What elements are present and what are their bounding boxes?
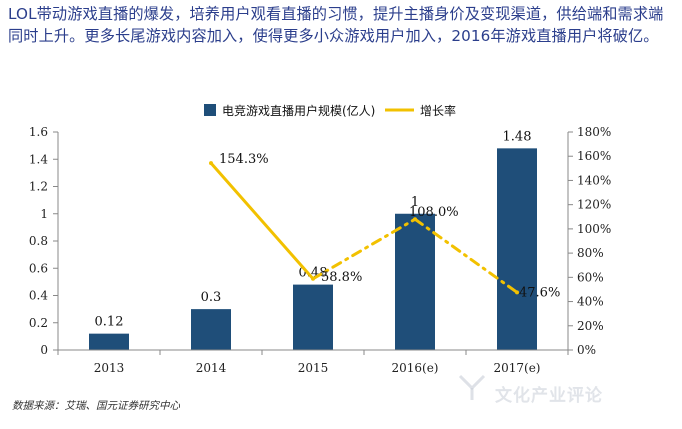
growth-line-segment: [413, 217, 519, 294]
growth-line-segment: [209, 161, 315, 281]
bar: [293, 284, 333, 350]
bar-value-label: 0.3: [201, 290, 222, 305]
x-axis-tick-label: 2016(e): [391, 361, 438, 375]
left-axis: 0 0.2 0.4 0.6 0.8 1 1.2 1.4 1.6: [29, 125, 59, 357]
growth-value-label: 58.8%: [321, 270, 362, 285]
bar: [89, 333, 129, 350]
right-axis-tick-label: 80%: [577, 246, 604, 260]
legend-line-label: 增长率: [420, 103, 456, 118]
left-axis-tick-label: 0.2: [29, 316, 48, 330]
bar: [395, 213, 435, 350]
growth-value-label: 154.3%: [219, 152, 269, 167]
left-axis-tick-label: 1.4: [29, 152, 48, 166]
left-axis-tick-label: 1.2: [29, 180, 48, 194]
x-axis-tick-label: 2013: [94, 361, 125, 375]
right-axis-tick-label: 20%: [577, 319, 604, 333]
growth-point: [413, 217, 417, 222]
growth-line-segment: [311, 217, 417, 281]
bar-value-label: 0.12: [95, 315, 124, 330]
growth-point: [209, 161, 213, 166]
growth-line: 154.3% 58.8% 108.0% 47.6%: [209, 152, 560, 300]
left-axis-tick-label: 1.6: [29, 125, 48, 139]
x-axis-tick-label: 2014: [196, 361, 227, 375]
watermark-text: 文化产业评论: [495, 386, 603, 406]
bar: [191, 309, 231, 350]
right-axis-tick-label: 180%: [577, 125, 611, 139]
left-axis-tick-label: 0.6: [29, 261, 48, 275]
legend-bar-label: 电竞游戏直播用户规模(亿人): [222, 103, 375, 118]
left-axis-tick-label: 0: [40, 343, 48, 357]
right-axis: 0% 20% 40% 60% 80% 100% 120% 140% 160% 180%: [567, 125, 611, 357]
x-axis-tick-label: 2015: [298, 361, 329, 375]
growth-value-label: 108.0%: [409, 205, 459, 220]
x-axis: 2013 2014 2015 2016(e) 2017(e): [57, 349, 569, 375]
left-axis-tick-label: 0.4: [29, 289, 48, 303]
right-axis-tick-label: 120%: [577, 198, 611, 212]
left-axis-tick-label: 0.8: [29, 234, 48, 248]
intro-paragraph: LOL带动游戏直播的爆发，培养用户观看直播的习惯，提升主播身价及变现渠道，供给端…: [8, 5, 664, 45]
x-axis-tick-label: 2017(e): [493, 361, 540, 375]
legend: 电竞游戏直播用户规模(亿人) 增长率: [204, 103, 456, 118]
right-axis-tick-label: 40%: [577, 295, 604, 309]
left-axis-tick-label: 1: [40, 207, 48, 221]
right-axis-tick-label: 60%: [577, 270, 604, 284]
watermark-logo-icon: [458, 374, 486, 400]
bar-value-label: 1.48: [503, 129, 532, 144]
right-axis-tick-label: 140%: [577, 173, 611, 187]
bar: [497, 148, 537, 350]
right-axis-tick-label: 160%: [577, 149, 611, 163]
growth-point: [515, 290, 519, 295]
legend-bar-swatch: [204, 104, 216, 116]
growth-point: [311, 276, 315, 281]
bar-value-label: 1: [411, 195, 419, 210]
right-axis-tick-label: 100%: [577, 222, 611, 236]
source-note: 数据来源：艾瑞、国元证券研究中心: [12, 400, 180, 412]
growth-value-label: 47.6%: [519, 285, 560, 300]
right-axis-tick-label: 0%: [577, 343, 596, 357]
